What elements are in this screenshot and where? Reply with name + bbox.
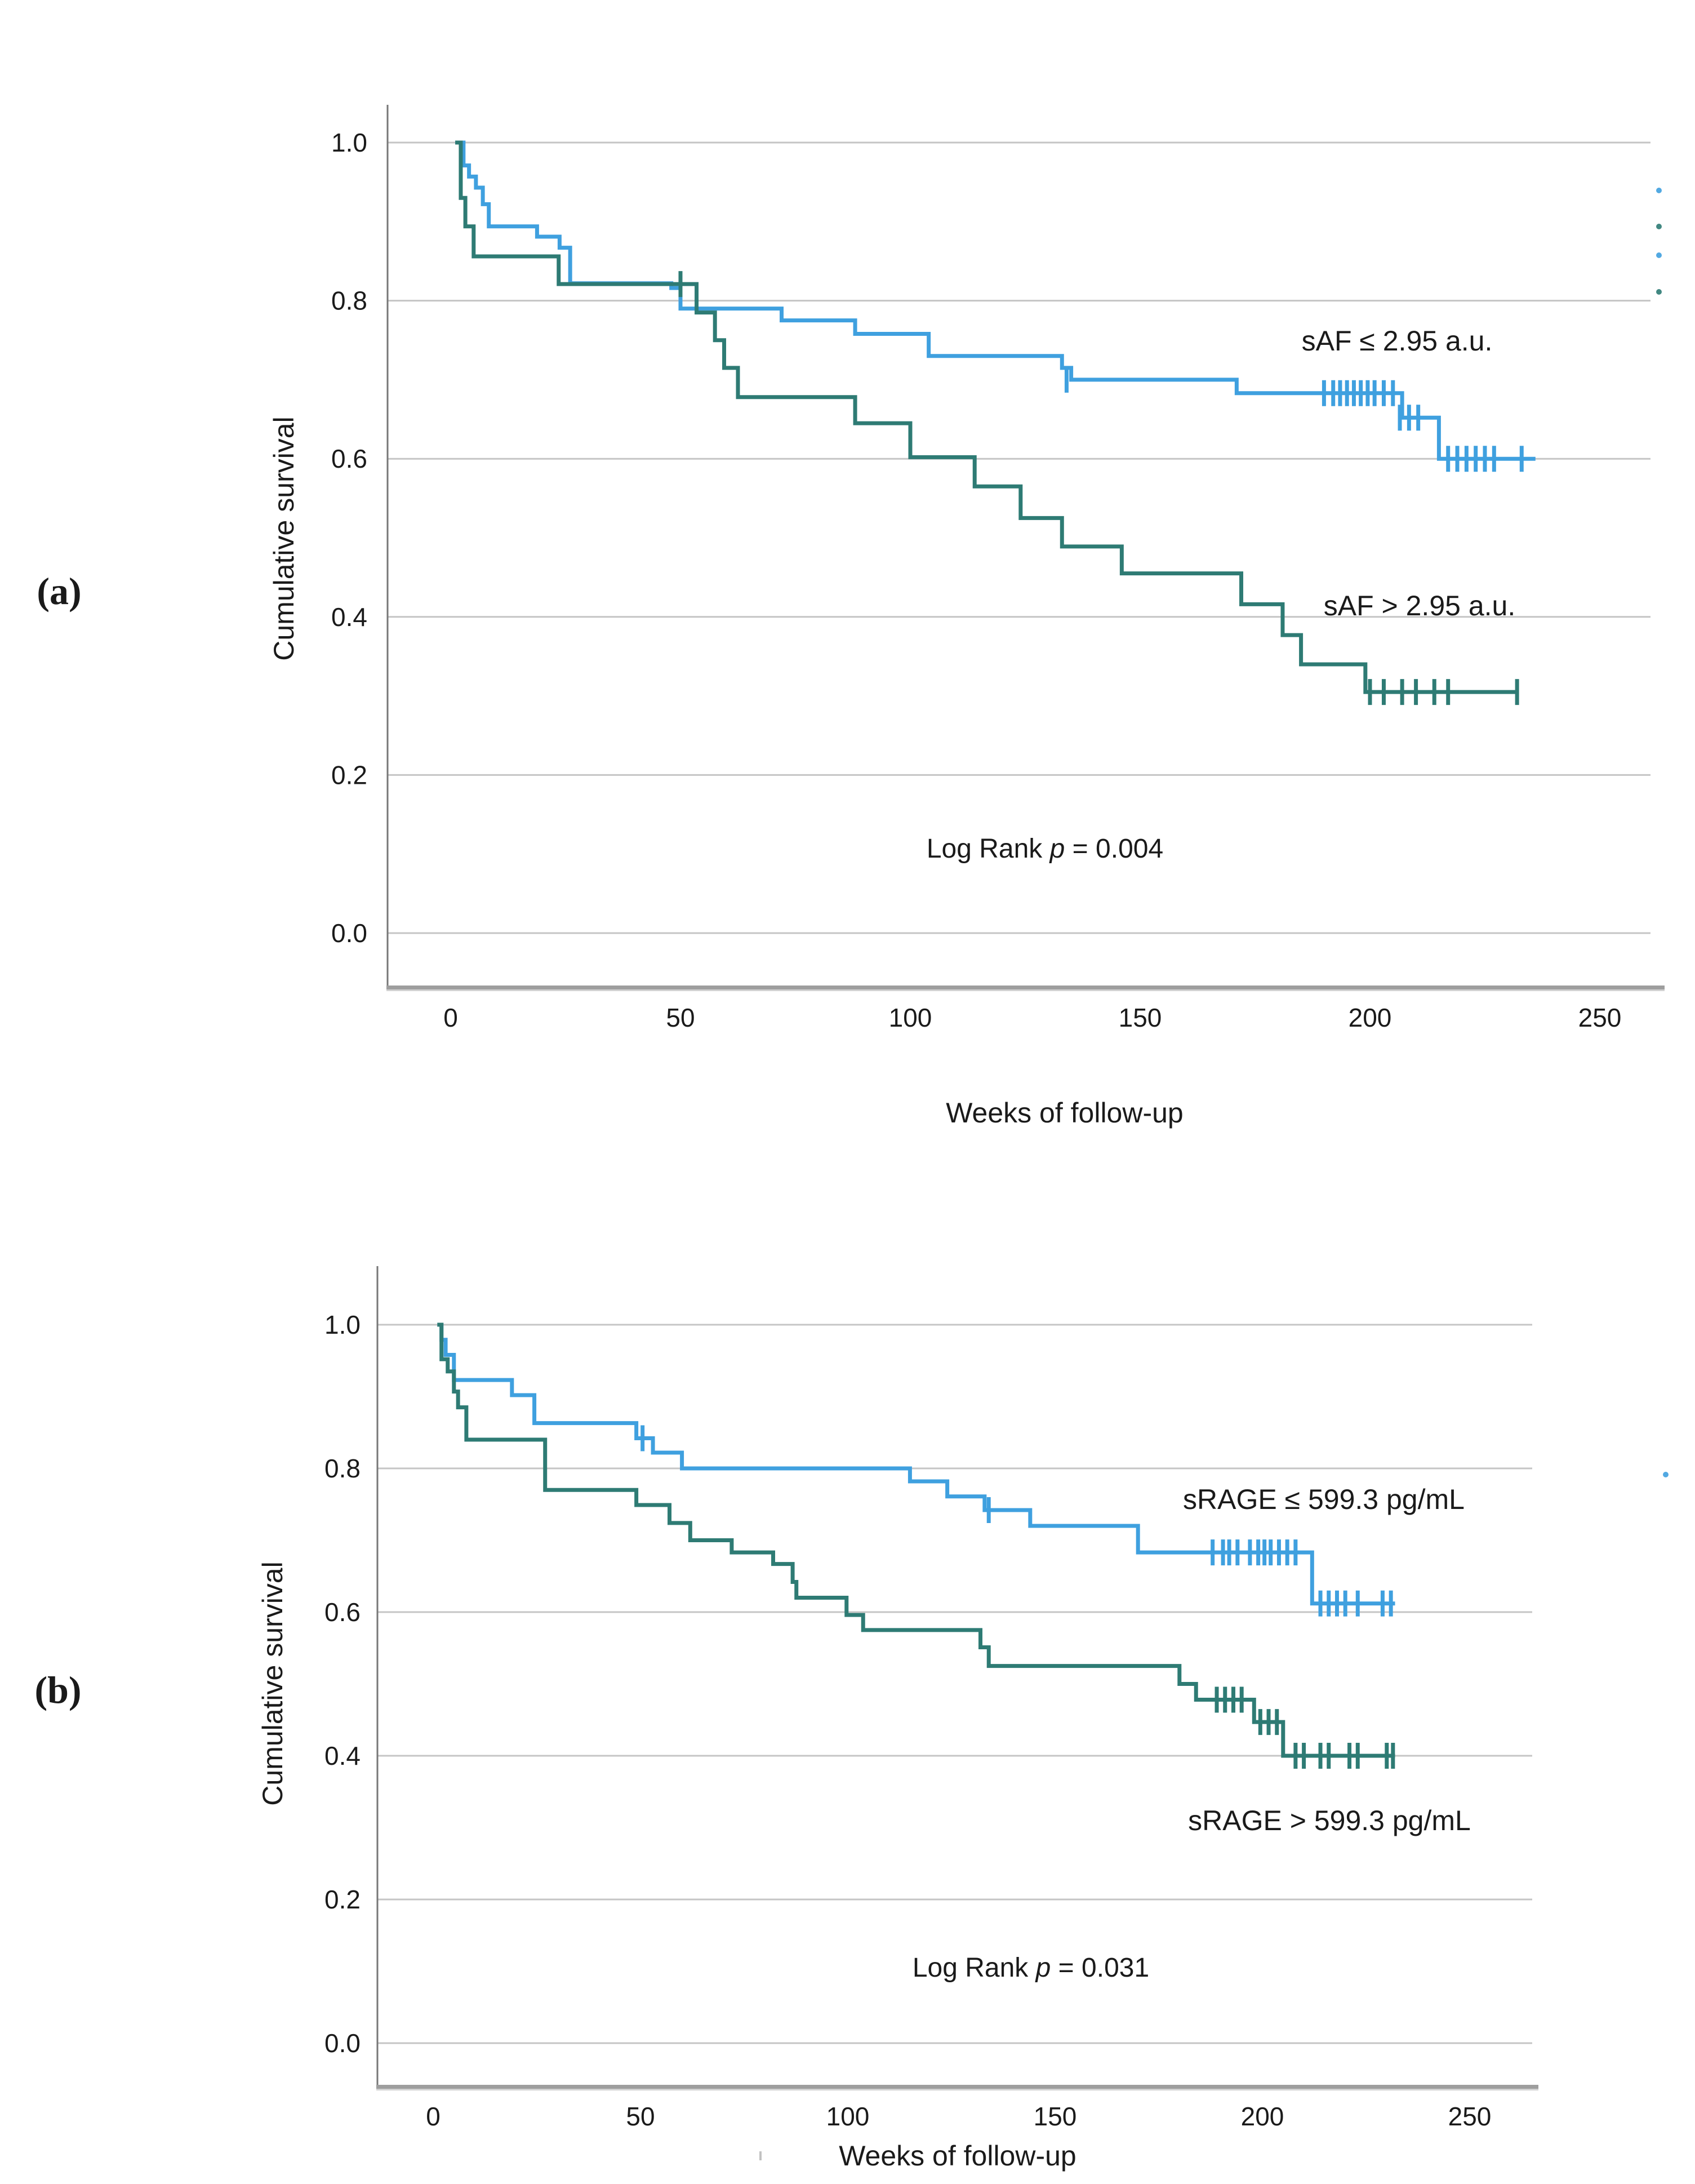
panel-b-censor-ticks bbox=[640, 1425, 1395, 1769]
log-rank-value: = 0.031 bbox=[1051, 1953, 1149, 1983]
log-rank-value: = 0.004 bbox=[1065, 834, 1163, 864]
stray-dot bbox=[1656, 188, 1662, 193]
panel-a-y-axis-title: Cumulative survival bbox=[268, 416, 300, 660]
panel-b: 1.0 0.8 0.6 0.4 0.2 0.0 0 50 100 150 200 250 (b) C… bbox=[34, 1266, 1669, 2172]
y-tick-label: 1.0 bbox=[331, 128, 367, 157]
panel-a: 1.0 0.8 0.6 0.4 0.2 0.0 0 50 100 150 200 250 (a) C… bbox=[37, 105, 1665, 1129]
y-tick-label: 0.4 bbox=[324, 1741, 361, 1770]
stray-dot bbox=[1656, 252, 1662, 258]
x-tick-label: 50 bbox=[666, 1003, 695, 1032]
x-tick-label: 250 bbox=[1448, 2102, 1492, 2131]
panel-b-log-rank: Log Rank p = 0.031 bbox=[913, 1953, 1149, 1983]
panel-b-x-tick-labels: 0 50 100 150 200 250 bbox=[426, 2102, 1491, 2131]
y-tick-label: 0.2 bbox=[331, 760, 367, 789]
survival-curve bbox=[437, 1322, 1395, 1758]
log-rank-p-symbol: p bbox=[1035, 1953, 1051, 1983]
y-tick-label: 1.0 bbox=[324, 1310, 361, 1339]
panel-a-y-tick-labels: 1.0 0.8 0.6 0.4 0.2 0.0 bbox=[331, 128, 367, 948]
panel-b-x-axis-title: Weeks of follow-up bbox=[839, 2140, 1076, 2172]
panel-b-y-tick-labels: 1.0 0.8 0.6 0.4 0.2 0.0 bbox=[324, 1310, 361, 2058]
panel-b-axes bbox=[376, 1266, 1538, 2090]
x-tick-label: 50 bbox=[626, 2102, 655, 2131]
panel-a-gridlines bbox=[388, 141, 1650, 934]
panel-a-x-axis-title: Weeks of follow-up bbox=[946, 1097, 1183, 1129]
x-tick-label: 200 bbox=[1241, 2102, 1284, 2131]
x-tick-label: 100 bbox=[826, 2102, 870, 2131]
y-tick-label: 0.0 bbox=[331, 918, 367, 948]
panel-a-axes bbox=[386, 105, 1665, 991]
y-tick-label: 0.8 bbox=[324, 1454, 361, 1483]
x-tick-label: 250 bbox=[1578, 1003, 1622, 1032]
y-tick-label: 0.8 bbox=[331, 286, 367, 316]
panel-a-censor-ticks bbox=[678, 271, 1524, 705]
panel-a-label-saf-gt: sAF > 2.95 a.u. bbox=[1324, 590, 1515, 622]
x-axis-line bbox=[376, 2085, 1538, 2089]
x-tick-label: 100 bbox=[889, 1003, 932, 1032]
panel-b-gridlines bbox=[377, 1324, 1532, 2044]
x-tick-label: 150 bbox=[1119, 1003, 1162, 1032]
panel-a-curves bbox=[455, 140, 1536, 694]
x-axis-line bbox=[386, 986, 1665, 989]
survival-curve bbox=[455, 140, 1518, 694]
x-tick-label: 0 bbox=[426, 2102, 441, 2131]
panel-b-letter: (b) bbox=[34, 1668, 81, 1711]
y-tick-label: 0.0 bbox=[324, 2028, 361, 2058]
x-tick-label: 0 bbox=[443, 1003, 458, 1032]
panel-b-stray-dots bbox=[759, 1472, 1669, 2160]
log-rank-prefix: Log Rank bbox=[913, 1953, 1036, 1983]
stray-dot bbox=[1663, 1472, 1669, 1477]
stray-dot bbox=[1656, 289, 1662, 295]
panel-a-label-saf-le: sAF ≤ 2.95 a.u. bbox=[1302, 325, 1493, 357]
panel-b-curves bbox=[437, 1322, 1395, 1758]
y-tick-label: 0.2 bbox=[324, 1885, 361, 1914]
panel-a-x-tick-labels: 0 50 100 150 200 250 bbox=[443, 1003, 1621, 1032]
y-tick-label: 0.6 bbox=[324, 1597, 361, 1627]
stray-dot bbox=[1656, 224, 1662, 229]
y-tick-label: 0.4 bbox=[331, 602, 367, 632]
survival-curve bbox=[437, 1322, 1395, 1606]
log-rank-p-symbol: p bbox=[1049, 834, 1065, 864]
survival-curve bbox=[455, 140, 1536, 461]
x-tick-label: 150 bbox=[1034, 2102, 1077, 2131]
x-axis-line-shadow bbox=[386, 989, 1665, 991]
x-tick-label: 200 bbox=[1349, 1003, 1392, 1032]
panel-a-letter: (a) bbox=[37, 570, 81, 612]
log-rank-prefix: Log Rank bbox=[927, 834, 1050, 864]
y-tick-label: 0.6 bbox=[331, 444, 367, 473]
panel-a-log-rank: Log Rank p = 0.004 bbox=[927, 834, 1163, 864]
panel-a-stray-dots bbox=[1656, 188, 1662, 295]
x-axis-line-shadow bbox=[376, 2089, 1538, 2090]
panel-b-y-axis-title: Cumulative survival bbox=[257, 1561, 288, 1805]
panel-b-label-srage-gt: sRAGE > 599.3 pg/mL bbox=[1188, 1805, 1471, 1836]
panel-b-label-srage-le: sRAGE ≤ 599.3 pg/mL bbox=[1183, 1484, 1465, 1515]
